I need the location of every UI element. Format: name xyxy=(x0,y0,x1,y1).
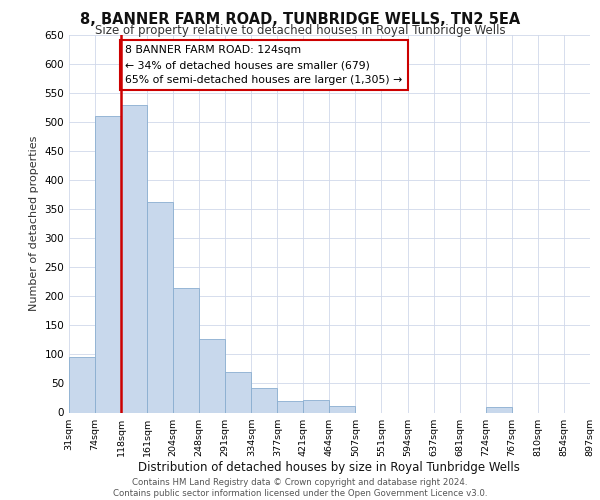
Bar xyxy=(251,388,277,412)
Y-axis label: Number of detached properties: Number of detached properties xyxy=(29,136,39,312)
Bar xyxy=(95,116,121,412)
Bar xyxy=(329,406,355,412)
Bar xyxy=(485,408,512,412)
X-axis label: Distribution of detached houses by size in Royal Tunbridge Wells: Distribution of detached houses by size … xyxy=(139,462,520,474)
Bar xyxy=(173,288,199,412)
Bar xyxy=(304,400,329,412)
Bar xyxy=(121,104,147,412)
Text: Contains HM Land Registry data © Crown copyright and database right 2024.
Contai: Contains HM Land Registry data © Crown c… xyxy=(113,478,487,498)
Text: Size of property relative to detached houses in Royal Tunbridge Wells: Size of property relative to detached ho… xyxy=(95,24,505,37)
Bar xyxy=(225,372,251,412)
Bar xyxy=(147,202,173,412)
Text: 8, BANNER FARM ROAD, TUNBRIDGE WELLS, TN2 5EA: 8, BANNER FARM ROAD, TUNBRIDGE WELLS, TN… xyxy=(80,12,520,28)
Bar xyxy=(69,358,95,412)
Text: 8 BANNER FARM ROAD: 124sqm
← 34% of detached houses are smaller (679)
65% of sem: 8 BANNER FARM ROAD: 124sqm ← 34% of deta… xyxy=(125,46,402,85)
Bar xyxy=(199,338,225,412)
Bar xyxy=(277,401,304,412)
